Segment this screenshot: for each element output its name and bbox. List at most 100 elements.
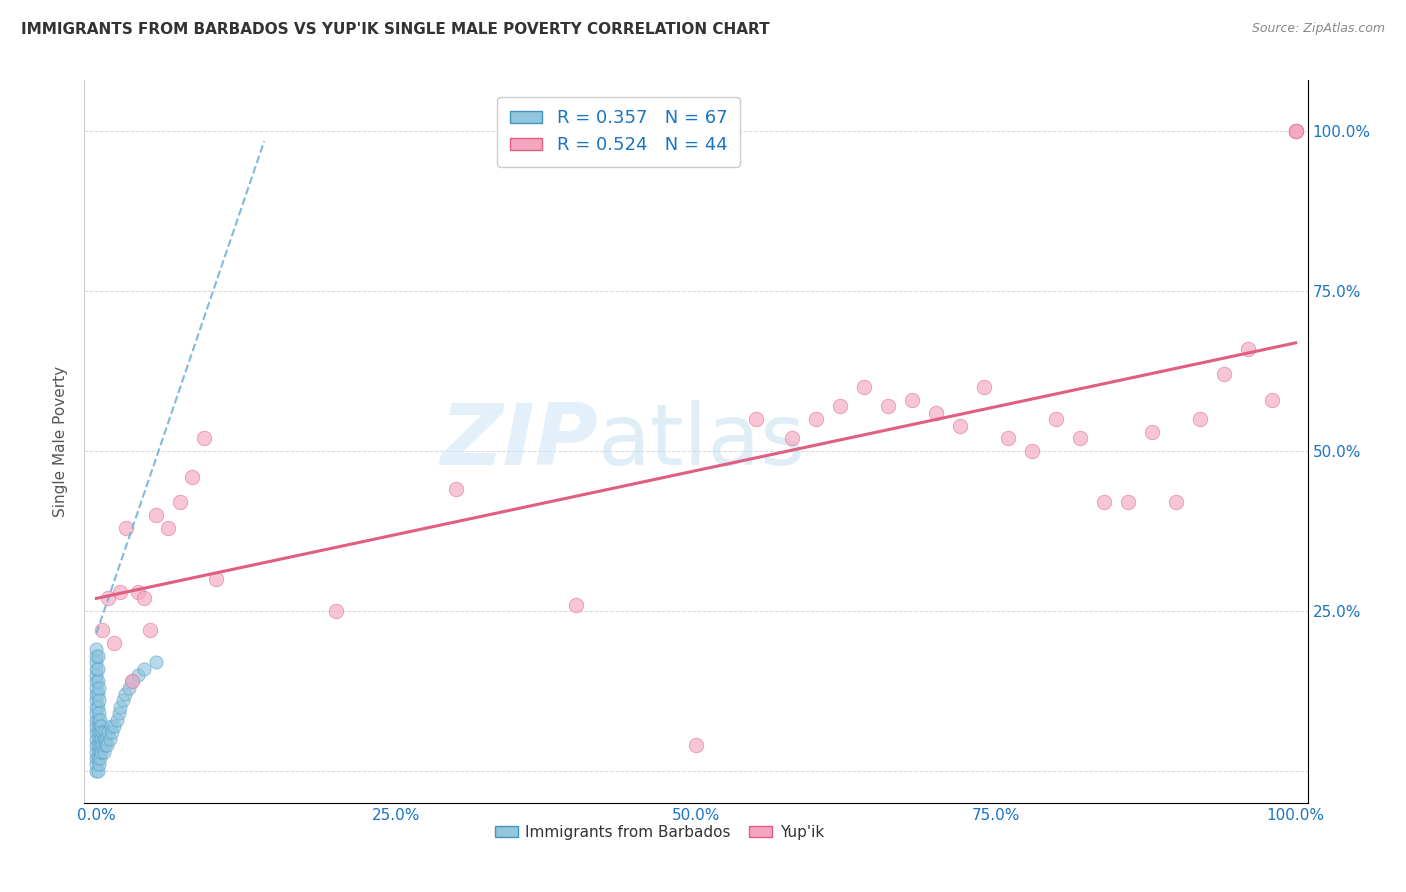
Text: atlas: atlas (598, 400, 806, 483)
Point (127, 584, 149, 599)
Point (121, 674, 143, 689)
Text: Source: ZipAtlas.com: Source: ZipAtlas.com (1251, 22, 1385, 36)
Point (145, 655, 167, 669)
Point (86, 661, 108, 675)
Point (86, 713, 108, 727)
Point (134, 591, 156, 606)
Point (1164, 495, 1187, 509)
Point (115, 521, 138, 535)
Point (901, 392, 924, 407)
Point (193, 431, 215, 445)
Point (93, 731, 115, 746)
Point (86, 699, 108, 714)
Point (91, 738, 114, 752)
Point (96, 738, 118, 752)
Point (87, 745, 110, 759)
Point (876, 400, 898, 414)
Point (1116, 495, 1139, 509)
Point (1260, 392, 1282, 407)
Point (86, 745, 108, 759)
Point (780, 431, 803, 445)
Point (86, 648, 108, 663)
Point (1284, 124, 1306, 138)
Point (110, 584, 132, 599)
Point (86, 687, 108, 701)
Point (86, 699, 108, 714)
Point (86, 725, 108, 739)
Point (925, 406, 948, 420)
Point (1045, 412, 1067, 426)
Legend: Immigrants from Barbados, Yup'ik: Immigrants from Barbados, Yup'ik (488, 819, 830, 846)
Point (181, 469, 204, 483)
Point (100, 719, 122, 733)
Point (87, 681, 110, 695)
Point (94, 731, 117, 746)
Point (91, 623, 114, 637)
Point (87, 706, 110, 721)
Point (114, 687, 136, 701)
Point (169, 495, 191, 509)
Point (87, 693, 110, 707)
Text: ZIP: ZIP (440, 400, 598, 483)
Point (134, 661, 156, 675)
Point (86, 751, 108, 765)
Point (1092, 495, 1115, 509)
Point (86, 738, 108, 752)
Point (852, 380, 875, 394)
Point (105, 713, 128, 727)
Point (139, 623, 162, 637)
Point (110, 699, 132, 714)
Point (949, 418, 972, 433)
Point (1069, 431, 1091, 445)
Point (86, 713, 108, 727)
Point (685, 738, 707, 752)
Point (97, 591, 120, 606)
Point (828, 400, 851, 414)
Point (1284, 124, 1306, 138)
Point (86, 648, 108, 663)
Point (90, 731, 112, 746)
Point (444, 483, 467, 497)
Point (565, 598, 588, 612)
Point (93, 738, 117, 752)
Point (86, 668, 108, 682)
Point (1021, 444, 1043, 458)
Point (89, 738, 111, 752)
Point (205, 572, 228, 586)
Point (87, 757, 110, 772)
Point (89, 713, 111, 727)
Point (90, 719, 112, 733)
Point (97, 725, 120, 739)
Point (1140, 425, 1163, 439)
Point (127, 668, 149, 682)
Point (145, 508, 167, 522)
Point (1236, 342, 1258, 356)
Point (111, 693, 134, 707)
Point (103, 636, 125, 650)
Point (86, 731, 108, 746)
Point (804, 412, 827, 426)
Point (121, 674, 143, 689)
Point (87, 719, 110, 733)
Point (118, 681, 141, 695)
Point (89, 725, 111, 739)
Point (973, 380, 995, 394)
Text: IMMIGRANTS FROM BARBADOS VS YUP'IK SINGLE MALE POVERTY CORRELATION CHART: IMMIGRANTS FROM BARBADOS VS YUP'IK SINGL… (21, 22, 769, 37)
Point (157, 521, 180, 535)
Point (86, 751, 108, 765)
Point (745, 412, 768, 426)
Point (98, 731, 121, 746)
Point (86, 764, 108, 778)
Point (86, 738, 108, 752)
Point (86, 764, 108, 778)
Y-axis label: Single Male Poverty: Single Male Poverty (53, 366, 69, 517)
Point (101, 725, 124, 739)
Point (1212, 368, 1234, 382)
Point (1284, 124, 1306, 138)
Point (89, 751, 111, 765)
Point (86, 642, 108, 657)
Point (86, 693, 108, 707)
Point (86, 757, 108, 772)
Point (86, 674, 108, 689)
Point (93, 725, 117, 739)
